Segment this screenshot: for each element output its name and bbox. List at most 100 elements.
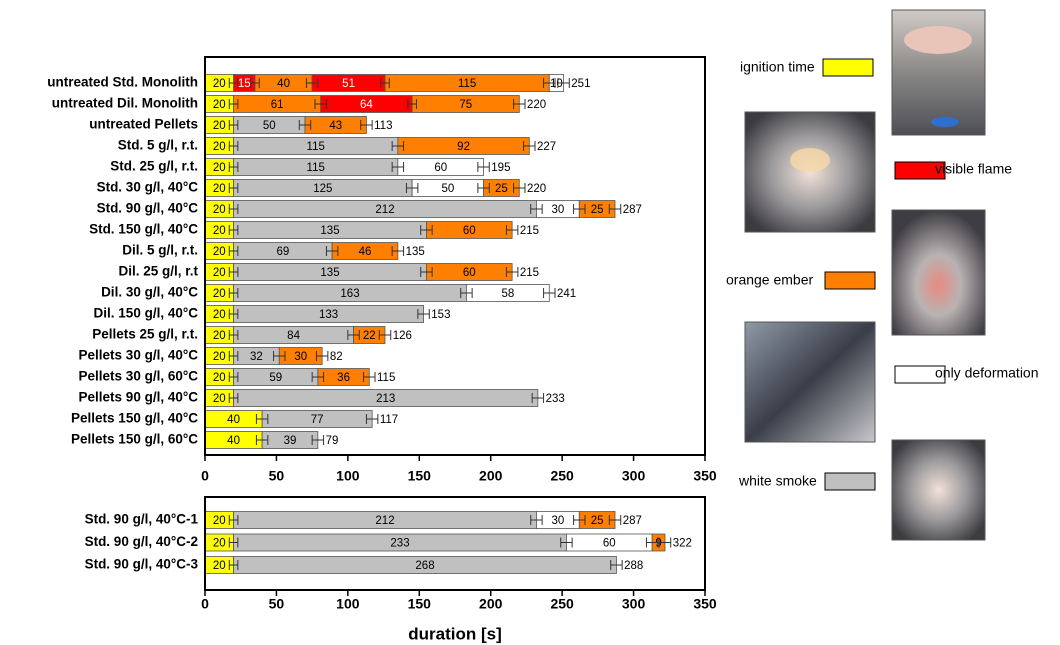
data-label: 32 — [250, 351, 263, 363]
category-label: untreated Std. Monolith — [47, 75, 198, 90]
total-label: 287 — [623, 204, 642, 216]
data-label: 43 — [329, 120, 342, 132]
category-label: Std. 30 g/l, 40°C — [97, 180, 199, 195]
category-label: Std. 90 g/l, 40°C-2 — [85, 534, 198, 549]
total-label: 215 — [520, 267, 539, 279]
data-label: 20 — [213, 162, 226, 174]
total-label: 220 — [527, 99, 546, 111]
data-label: 212 — [375, 515, 394, 527]
total-label: 195 — [491, 162, 510, 174]
x-tick-label: 300 — [622, 596, 646, 612]
data-label: 20 — [213, 288, 226, 300]
x-tick-label: 0 — [201, 596, 209, 612]
data-label: 92 — [457, 141, 470, 153]
data-label: 30 — [294, 351, 307, 363]
data-label: 25 — [591, 204, 604, 216]
total-label: 153 — [431, 309, 450, 321]
data-label: 22 — [363, 330, 376, 342]
total-label: 227 — [537, 141, 556, 153]
total-label: 79 — [326, 435, 339, 447]
data-label: 30 — [551, 515, 564, 527]
photo-detail — [931, 117, 959, 127]
data-label: 40 — [227, 414, 240, 426]
total-label: 135 — [406, 246, 425, 258]
legend-swatch — [825, 272, 875, 289]
data-label: 75 — [459, 99, 472, 111]
total-label: 322 — [673, 538, 692, 550]
data-label: 20 — [213, 309, 226, 321]
x-tick-label: 150 — [408, 468, 432, 484]
category-label: Dil. 5 g/l, r.t. — [122, 243, 198, 258]
total-label: 287 — [623, 515, 642, 527]
data-label: 20 — [213, 141, 226, 153]
data-label: 40 — [277, 78, 290, 90]
x-tick-label: 200 — [479, 596, 503, 612]
data-label: 20 — [213, 78, 226, 90]
photo — [892, 440, 985, 540]
data-label: 20 — [213, 204, 226, 216]
data-label: 163 — [340, 288, 359, 300]
data-label: 20 — [213, 393, 226, 405]
total-label: 82 — [330, 351, 343, 363]
legend-label: ignition time — [740, 59, 815, 75]
data-label: 25 — [591, 515, 604, 527]
category-label: Std. 90 g/l, 40°C — [97, 201, 199, 216]
x-tick-label: 50 — [269, 468, 285, 484]
category-label: Pellets 150 g/l, 60°C — [71, 432, 198, 447]
category-label: untreated Dil. Monolith — [52, 96, 198, 111]
x-tick-label: 100 — [336, 596, 360, 612]
data-label: 20 — [213, 183, 226, 195]
data-label: 20 — [213, 330, 226, 342]
data-label: 51 — [342, 78, 355, 90]
data-label: 115 — [307, 162, 325, 174]
category-label: Dil. 30 g/l, 40°C — [101, 285, 198, 300]
data-label: 213 — [376, 393, 395, 405]
data-label: 135 — [320, 267, 339, 279]
category-label: Std. 150 g/l, 40°C — [89, 222, 198, 237]
data-label: 60 — [463, 267, 476, 279]
total-label: 113 — [374, 120, 392, 132]
photo — [892, 210, 985, 335]
category-label: Pellets 90 g/l, 40°C — [79, 390, 199, 405]
data-label: 233 — [390, 538, 409, 550]
data-label: 60 — [434, 162, 447, 174]
legend-swatch — [825, 473, 875, 490]
data-label: 20 — [213, 246, 226, 258]
data-label: 64 — [360, 99, 373, 111]
data-label: 30 — [551, 204, 564, 216]
category-label: untreated Pellets — [89, 117, 198, 132]
data-label: 20 — [213, 351, 226, 363]
total-label: 126 — [393, 330, 412, 342]
data-label: 60 — [463, 225, 476, 237]
x-tick-label: 50 — [269, 596, 285, 612]
data-label: 135 — [320, 225, 339, 237]
total-label: 220 — [527, 183, 546, 195]
x-tick-label: 0 — [201, 468, 209, 484]
total-label: 288 — [624, 560, 643, 572]
legend-label: visible flame — [935, 161, 1012, 177]
x-axis-label: duration [s] — [408, 624, 502, 643]
figure: untreated Std. Monolith2015405111510251u… — [0, 0, 1060, 645]
data-label: 46 — [359, 246, 372, 258]
data-label: 60 — [603, 538, 616, 550]
data-label: 20 — [213, 538, 226, 550]
data-label: 50 — [263, 120, 276, 132]
data-label: 69 — [276, 246, 289, 258]
data-label: 25 — [495, 183, 508, 195]
data-label: 125 — [313, 183, 332, 195]
x-tick-label: 100 — [336, 468, 360, 484]
total-label: 233 — [546, 393, 565, 405]
photo-detail — [790, 148, 830, 172]
total-label: 241 — [557, 288, 576, 300]
data-label: 10 — [550, 78, 563, 90]
data-label: 84 — [287, 330, 300, 342]
data-label: 61 — [271, 99, 284, 111]
total-label: 117 — [380, 414, 398, 426]
photo — [745, 322, 875, 442]
data-label: 36 — [337, 372, 350, 384]
photo-detail — [904, 26, 972, 54]
data-label: 20 — [213, 267, 226, 279]
category-label: Dil. 150 g/l, 40°C — [94, 306, 199, 321]
category-label: Std. 90 g/l, 40°C-1 — [85, 512, 199, 527]
data-label: 40 — [227, 435, 240, 447]
